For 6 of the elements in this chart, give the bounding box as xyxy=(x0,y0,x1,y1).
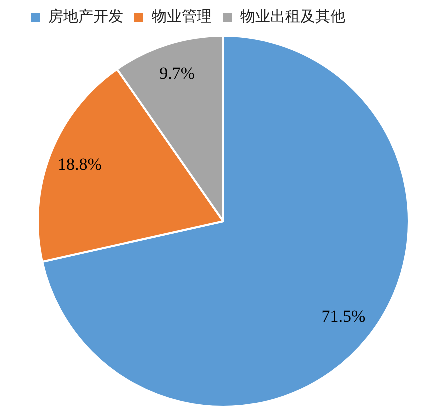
legend-label: 物业管理 xyxy=(152,8,212,26)
data-label: 71.5% xyxy=(322,307,366,326)
legend-label: 物业出租及其他 xyxy=(240,8,346,26)
data-label: 18.8% xyxy=(58,155,102,174)
data-label: 9.7% xyxy=(160,64,196,84)
legend-label: 房地产开发 xyxy=(48,8,124,26)
